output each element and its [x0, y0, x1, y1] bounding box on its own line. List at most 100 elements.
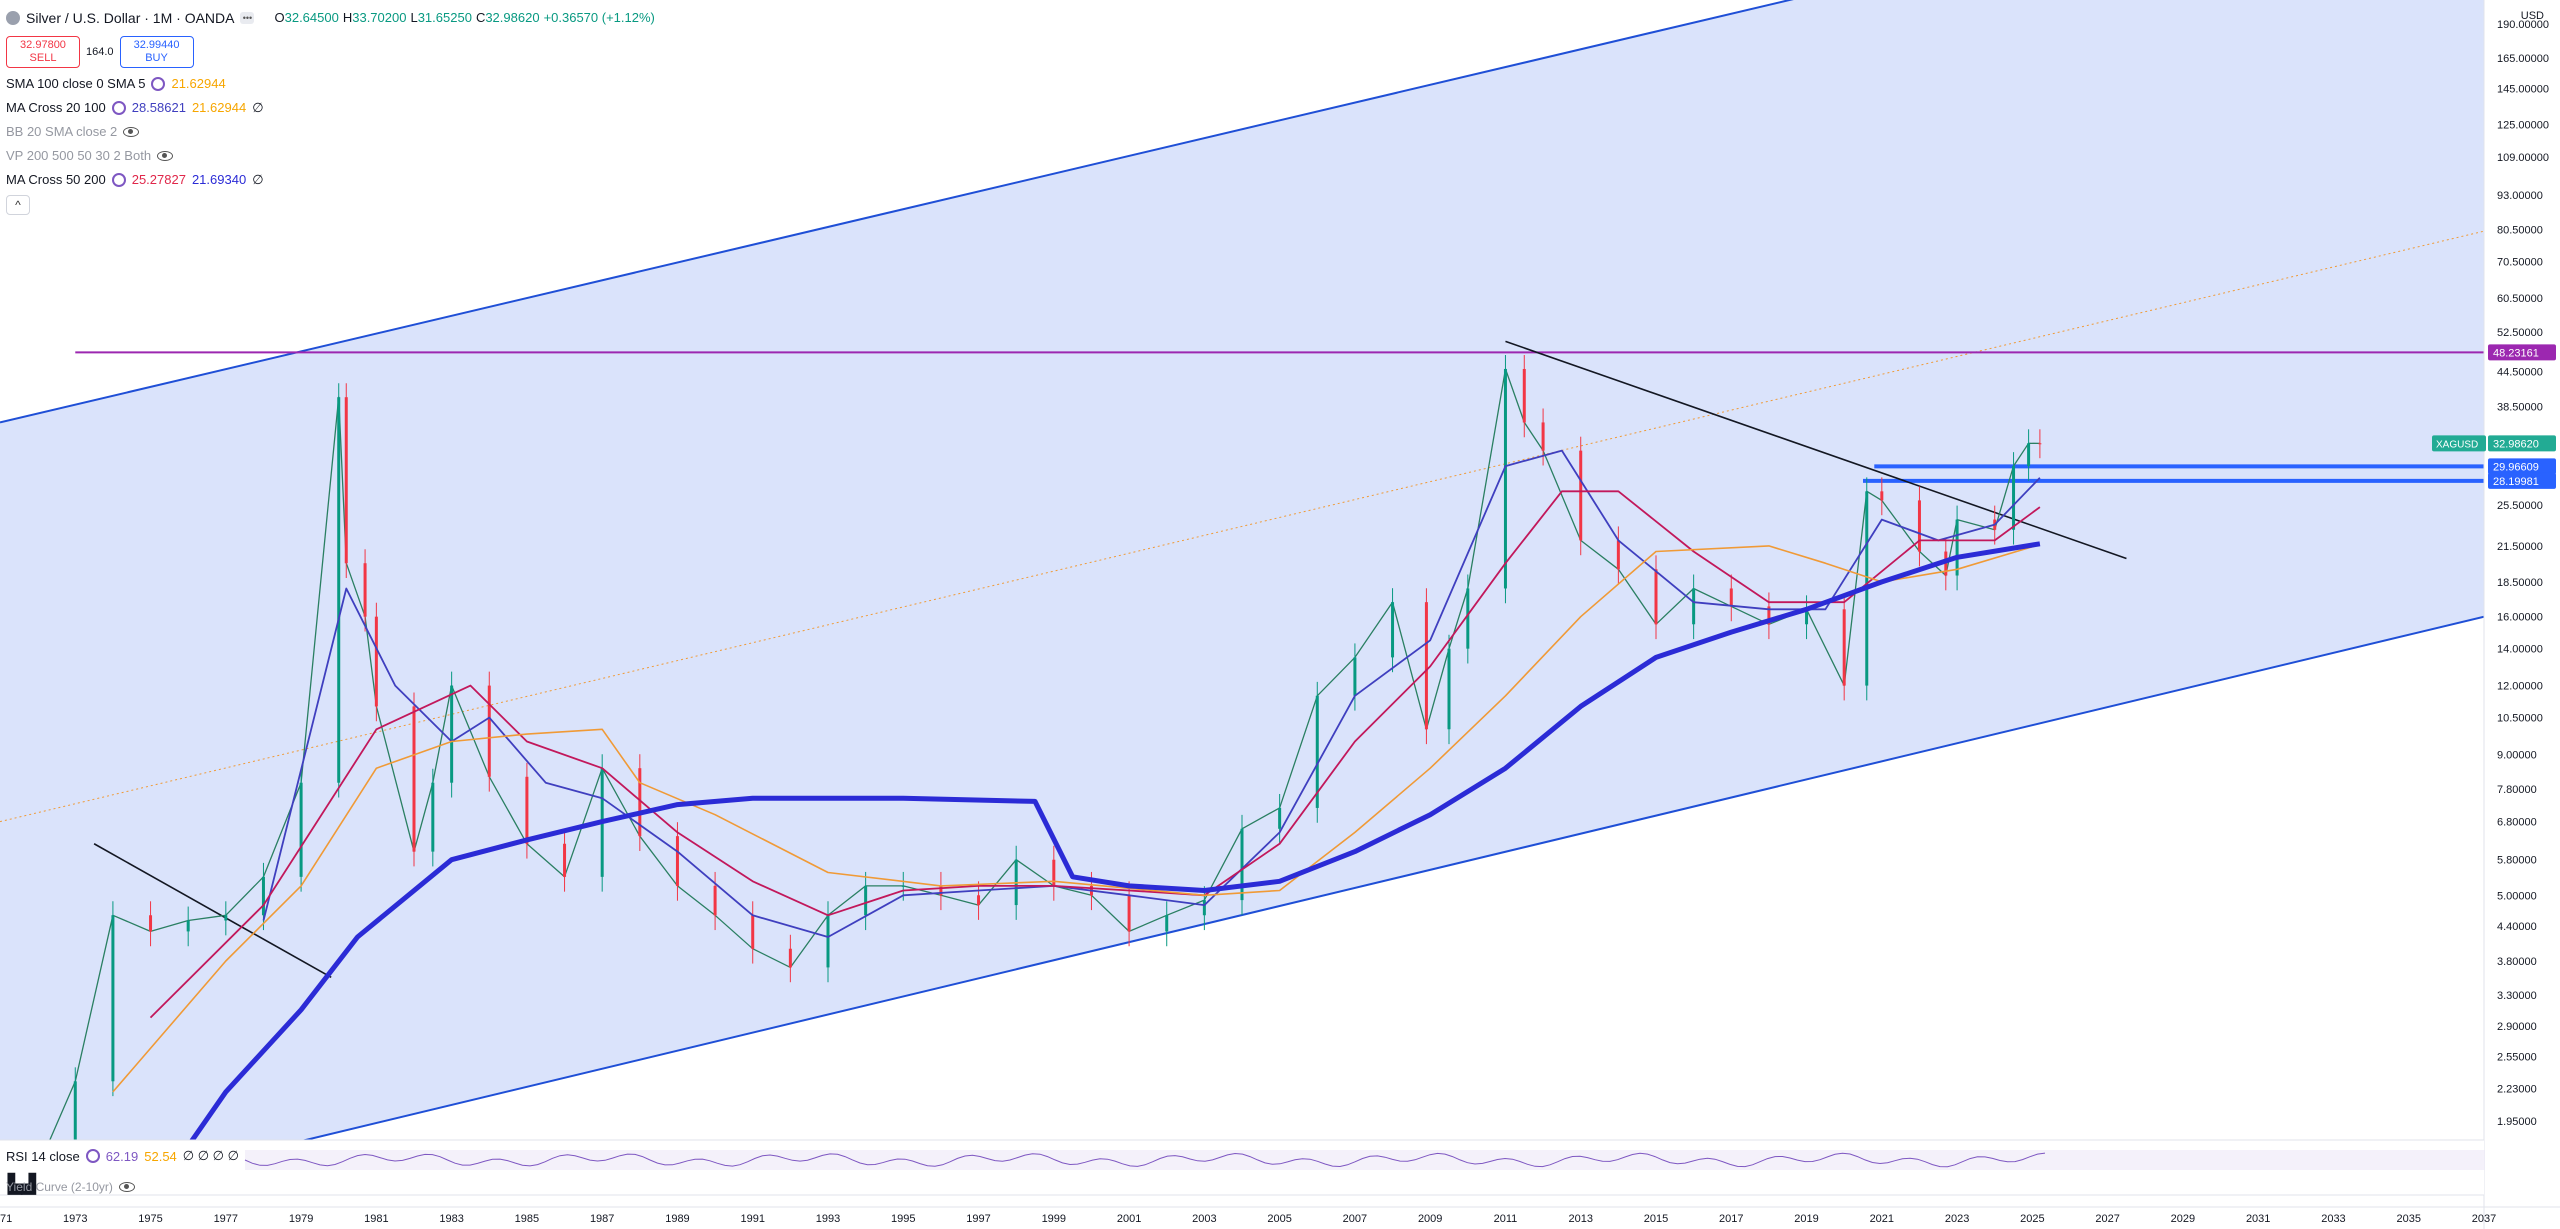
price-axis-label: 125.00000	[2497, 119, 2549, 131]
price-axis-label: 80.50000	[2497, 225, 2543, 237]
sell-button[interactable]: 32.97800 SELL	[6, 36, 80, 68]
rsi-legend: RSI 14 close 62.19 52.54 ∅ ∅ ∅ ∅	[6, 1148, 239, 1164]
candle-body	[374, 616, 378, 707]
price-axis-label: 3.80000	[2497, 956, 2537, 968]
candle-body	[1315, 695, 1319, 808]
price-axis-label: 93.00000	[2497, 190, 2543, 202]
candle-body	[1165, 915, 1169, 932]
indicator-row[interactable]: VP 200 500 50 30 2 Both	[6, 144, 655, 168]
gear-icon[interactable]	[85, 1149, 100, 1163]
price-axis-label: 12.00000	[2497, 681, 2543, 693]
symbol-header: Silver / U.S. Dollar · 1M · OANDA ••• O3…	[6, 6, 655, 30]
buy-button[interactable]: 32.99440 BUY	[119, 36, 194, 68]
time-axis-label: 2027	[2095, 1213, 2119, 1225]
candle-body	[337, 397, 341, 783]
candle-body	[344, 397, 348, 564]
rsi-line	[244, 1152, 2046, 1168]
indicator-row[interactable]: BB 20 SMA close 2	[6, 120, 655, 144]
ohlc-value: 32.98620	[485, 10, 540, 25]
currency-label[interactable]: USD	[2520, 10, 2544, 22]
price-tag-label: 48.23161	[2493, 347, 2539, 359]
price-axis-label: 109.00000	[2497, 152, 2549, 164]
symbol-title[interactable]: Silver / U.S. Dollar · 1M · OANDA	[26, 10, 235, 26]
candle-body	[525, 776, 529, 844]
channel-fill	[0, 0, 2484, 1140]
candle-body	[412, 706, 416, 852]
price-axis-label: 3.30000	[2497, 990, 2537, 1002]
time-axis-label: 2003	[1192, 1213, 1216, 1225]
symbol-tag-bg	[2432, 435, 2486, 452]
ohlc-item: H33.70200	[343, 6, 407, 30]
time-axis-label: 2023	[1945, 1213, 1969, 1225]
time-axis-label: 1973	[63, 1213, 87, 1225]
price-axis-label: 7.80000	[2497, 784, 2537, 796]
candle-body	[826, 915, 830, 968]
gear-icon[interactable]	[151, 77, 166, 91]
price-axis-label: 5.80000	[2497, 855, 2537, 867]
candle-body	[1391, 602, 1395, 658]
candle-body	[186, 920, 190, 932]
time-axis-label: 2031	[2246, 1213, 2270, 1225]
candle-body	[1616, 540, 1620, 570]
candle-body	[1353, 657, 1357, 696]
indicator-name: BB 20 SMA close 2	[6, 124, 118, 139]
time-axis-label: 2029	[2171, 1213, 2195, 1225]
candle-body	[1729, 588, 1733, 607]
yield-curve-label[interactable]: Yield Curve (2-10yr)	[6, 1180, 113, 1194]
candle-body	[788, 948, 792, 968]
gear-icon[interactable]	[111, 173, 126, 187]
buy-price: 32.99440	[133, 39, 180, 51]
ohlc-item: L31.65250	[410, 6, 471, 30]
time-axis-label: 2001	[1117, 1213, 1141, 1225]
collapse-legend-button[interactable]: ^	[6, 195, 30, 215]
candle-body	[1240, 828, 1244, 901]
gear-icon[interactable]	[111, 101, 126, 115]
indicator-value: ∅	[252, 100, 264, 115]
sell-price: 32.97800	[20, 39, 66, 51]
candle-body	[1692, 588, 1696, 625]
indicator-name: VP 200 500 50 30 2 Both	[6, 148, 152, 163]
symbol-tag-label: XAGUSD	[2436, 439, 2478, 450]
indicator-value: 21.62944	[191, 100, 247, 115]
time-axis-label: 2009	[1418, 1213, 1442, 1225]
menu-dots-icon[interactable]: •••	[240, 12, 255, 24]
last-price-tag-label: 32.98620	[2493, 438, 2539, 450]
price-axis-label: 5.00000	[2497, 890, 2537, 902]
candle-body	[939, 885, 943, 896]
rsi-value-2: 52.54	[144, 1148, 177, 1164]
candle-body	[1052, 859, 1056, 886]
ohlc-key: O	[274, 10, 285, 25]
rsi-tail: ∅ ∅ ∅ ∅	[182, 1148, 239, 1163]
time-axis-label: 2021	[1870, 1213, 1894, 1225]
indicator-list: SMA 100 close 0 SMA 5 21.62944 MA Cross 20…	[6, 72, 655, 192]
eye-icon[interactable]	[118, 1182, 135, 1192]
candle-body	[149, 915, 153, 932]
time-axis-label: 2005	[1267, 1213, 1291, 1225]
price-axis-label: 2.55000	[2497, 1052, 2537, 1064]
candle-body	[1955, 519, 1959, 576]
ohlc-value: +0.36570 (+1.12%)	[543, 10, 655, 25]
time-axis-label: 2011	[1494, 1213, 1518, 1225]
candle-body	[1541, 422, 1545, 451]
ohlc-value: 32.64500	[284, 10, 339, 25]
series-line	[189, 541, 2041, 1140]
indicator-value: 25.27827	[131, 172, 186, 187]
eye-icon[interactable]	[157, 151, 174, 161]
chart-legend: Silver / U.S. Dollar · 1M · OANDA ••• O3…	[6, 6, 655, 215]
rsi-label[interactable]: RSI 14 close	[6, 1148, 80, 1164]
candle-body	[1503, 368, 1507, 589]
time-axis-label: 1997	[966, 1213, 990, 1225]
price-axis-label: 38.50000	[2497, 401, 2543, 413]
price-axis-label: 2.90000	[2497, 1021, 2537, 1033]
indicator-value: 21.62944	[171, 76, 226, 91]
indicator-row[interactable]: MA Cross 20 100 28.58621 21.62944 ∅	[6, 96, 655, 120]
candle-body	[1654, 569, 1658, 625]
eye-icon[interactable]	[123, 127, 140, 137]
chevron-up-icon: ^	[15, 198, 21, 212]
indicator-value: ∅	[252, 172, 264, 187]
indicator-row[interactable]: SMA 100 close 0 SMA 5 21.62944	[6, 72, 655, 96]
indicator-row[interactable]: MA Cross 50 200 25.27827 21.69340 ∅	[6, 168, 655, 192]
series-line	[262, 449, 2041, 938]
last-price-tag-bg	[2488, 435, 2556, 452]
